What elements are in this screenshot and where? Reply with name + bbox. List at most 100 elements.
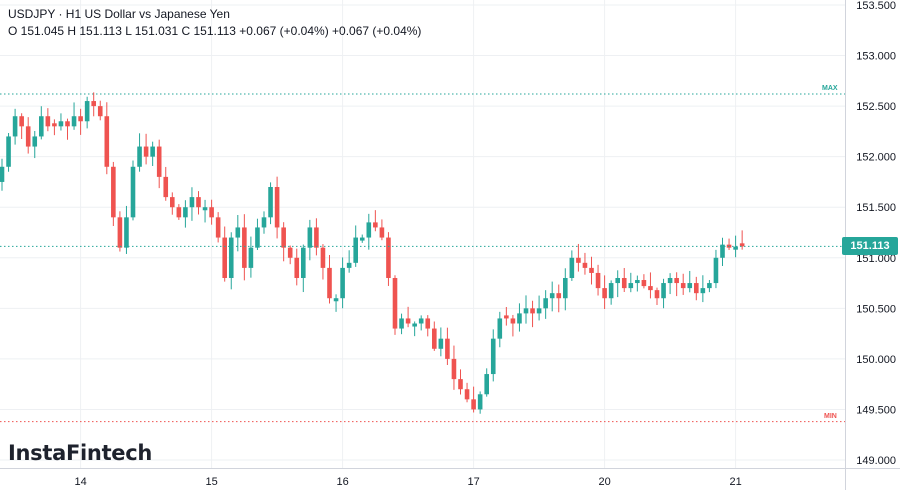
candle-body [150,146,155,157]
candle-body [667,278,673,284]
candle-body [530,308,535,314]
candle-body [694,283,699,294]
candle-body [687,283,693,289]
candle-body [536,308,542,314]
x-tick-label: 20 [598,476,610,488]
candle-body [32,136,38,147]
ohlc-readout: O 151.045 H 151.113 L 151.031 C 151.113 … [8,24,422,38]
candle-body [209,207,214,218]
candle-body [346,262,352,268]
x-tick-label: 21 [729,476,741,488]
instafintech-logo: InstaFintech [8,441,153,465]
y-tick-label: 150.500 [856,303,896,315]
candle-body [523,308,529,314]
x-tick-label: 15 [205,476,217,488]
candle-body [12,116,18,137]
candle-body [19,116,24,127]
candle-body [78,116,83,122]
candle-body [458,379,463,390]
candle-body [543,298,548,309]
y-tick-label: 152.500 [856,101,896,113]
candle-body [418,318,424,324]
candle-body [576,257,581,263]
candle-body [111,166,116,218]
candle-body [294,257,300,278]
candle-body [176,207,182,218]
candle-body [287,247,293,258]
candle-body [720,244,725,258]
candle-body [235,227,241,238]
candle-body [661,283,666,299]
candle-body [595,272,601,289]
candle-body [307,227,313,248]
chart-header: USDJPY · H1 US Dollar vs Japanese Yen O … [8,6,421,40]
candle-body [373,222,378,228]
candle-body [222,237,227,278]
candle-body [464,389,470,400]
candle-body [680,283,686,289]
candle-body [6,136,11,167]
current-price-tag: 151.113 [842,237,898,256]
candle-body [471,399,476,410]
min-label: MIN [824,412,837,420]
candle-body [556,293,562,299]
candle-body [274,187,280,228]
candle-body [615,278,620,284]
candle-body [189,197,195,208]
candle-body [517,313,522,324]
candle-body [327,267,332,299]
candle-body [589,267,594,273]
candle-body [45,116,51,127]
candle-body [340,267,345,299]
candle-body [314,227,319,248]
candle-body [117,217,123,248]
chart-title: USDJPY · H1 US Dollar vs Japanese Yen [8,7,230,21]
candle-body [733,246,738,250]
candle-body [635,280,640,284]
candle-body [379,227,385,238]
candle-body [84,101,90,122]
candle-body [510,318,516,324]
y-tick-label: 153.000 [856,51,896,63]
candle-body [261,217,267,228]
candle-body [739,243,745,247]
candle-body [399,318,404,329]
candle-body [143,146,149,157]
candle-body [137,146,142,167]
candle-body [281,227,286,248]
candle-body [700,288,706,294]
y-tick-label: 149.500 [856,404,896,416]
candle-body [124,217,129,248]
candle-body [359,237,365,241]
candle-body [628,283,634,289]
candle-body [490,338,496,375]
candle-body [202,207,208,211]
candle-body [654,290,660,299]
candle-body [0,166,5,182]
candle-body [713,257,719,284]
y-tick-label: 149.000 [856,455,896,467]
candle-body [549,293,555,299]
candle-body [641,280,647,287]
candle-body [504,315,509,319]
candle-body [432,328,437,349]
candle-body [412,323,417,327]
x-tick-label: 14 [74,476,86,488]
candle-body [255,227,260,248]
candle-body [392,278,398,329]
candle-body [333,298,339,302]
candle-body [621,278,627,289]
candle-body [301,247,306,278]
x-tick-label: 17 [467,476,479,488]
candle-body [91,101,96,107]
candle-body [183,207,188,218]
candle-body [163,176,169,198]
candle-body [39,116,44,137]
candle-body [451,358,457,380]
candle-body [97,106,103,117]
candle-body [366,222,372,238]
candle-body [582,262,588,268]
candle-body [25,126,31,147]
candle-body [484,374,489,395]
